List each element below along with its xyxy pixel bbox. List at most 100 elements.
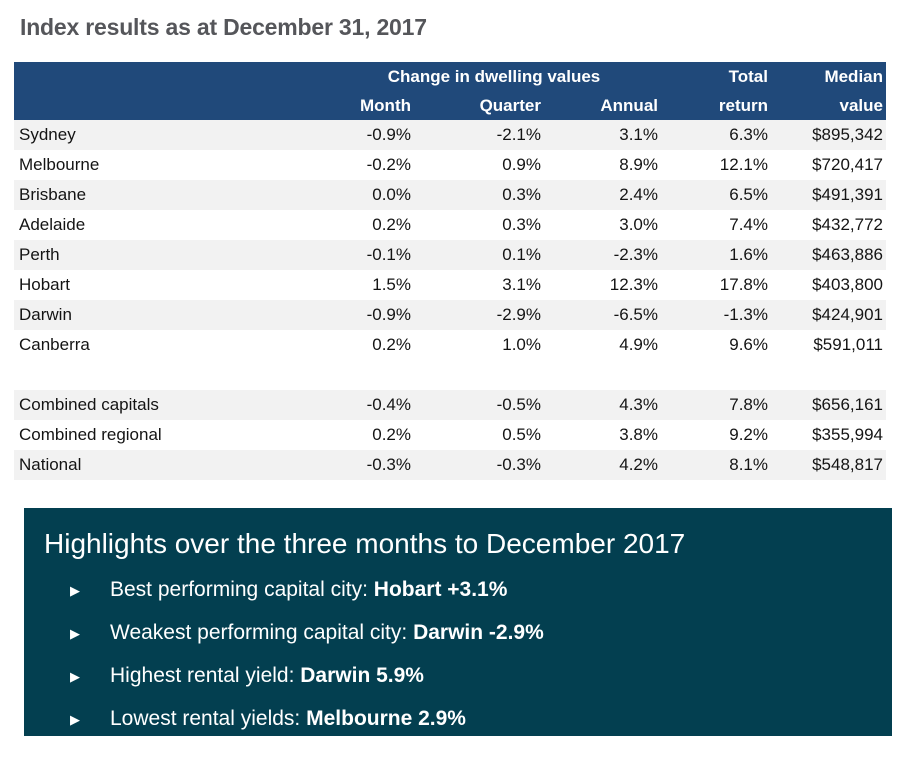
table-row: Hobart 1.5% 3.1% 12.3% 17.8% $403,800 xyxy=(14,270,886,300)
median-value-cell: $355,994 xyxy=(812,425,883,444)
median-value-cell: $463,886 xyxy=(812,245,883,264)
median-value-cell: $424,901 xyxy=(812,305,883,324)
month-cell: -0.2% xyxy=(366,155,411,174)
table-row: Combined capitals -0.4% -0.5% 4.3% 7.8% $656,… xyxy=(14,390,886,420)
results-table: Change in dwelling values Total Median M… xyxy=(14,62,886,480)
table-row: National -0.3% -0.3% 4.2% 8.1% $548,817 xyxy=(14,450,886,480)
quarter-cell: 0.5% xyxy=(502,425,541,444)
table-row: Canberra 0.2% 1.0% 4.9% 9.6% $591,011 xyxy=(14,330,886,360)
highlight-item: ▶ Highest rental yield: Darwin 5.9% xyxy=(44,663,868,689)
month-cell: 1.5% xyxy=(372,275,411,294)
col-header-month: Month xyxy=(344,92,414,120)
median-value-cell: $491,391 xyxy=(812,185,883,204)
highlights-list: ▶ Best performing capital city: Hobart +3… xyxy=(44,577,868,732)
city-name-cell: Hobart xyxy=(19,275,71,294)
median-value-cell: $591,011 xyxy=(813,335,883,354)
annual-cell: 4.9% xyxy=(619,335,658,354)
spacer-row xyxy=(14,360,886,390)
annual-cell: -6.5% xyxy=(613,305,658,324)
city-name-cell: Darwin xyxy=(19,305,72,324)
median-value-cell: $656,161 xyxy=(812,395,883,414)
highlight-value: Darwin -2.9% xyxy=(413,621,544,644)
median-value-cell: $895,342 xyxy=(812,125,883,144)
highlight-item: ▶ Weakest performing capital city: Darwin… xyxy=(44,620,868,646)
quarter-cell: 1.0% xyxy=(502,335,541,354)
col-header-median: Median xyxy=(771,62,886,92)
quarter-cell: 0.3% xyxy=(502,215,541,234)
col-header-value: value xyxy=(771,92,886,120)
highlight-value: Hobart +3.1% xyxy=(373,578,508,601)
city-name-cell: National xyxy=(19,455,82,474)
header-row-1: Change in dwelling values Total Median xyxy=(14,62,886,92)
median-value-cell: $548,817 xyxy=(812,455,883,474)
page-title: Index results as at December 31, 2017 xyxy=(20,14,427,40)
col-header-total: Total xyxy=(661,62,771,92)
median-value-cell: $432,772 xyxy=(812,215,883,234)
table-body: Sydney -0.9% -2.1% 3.1% 6.3% $895,342 Melbourn… xyxy=(14,120,886,480)
highlight-label: Weakest performing capital city: xyxy=(110,621,414,644)
city-name-cell: Perth xyxy=(19,245,60,264)
total-return-cell: 17.8% xyxy=(719,275,768,294)
quarter-cell: -2.1% xyxy=(496,125,541,144)
month-cell: 0.2% xyxy=(372,215,411,234)
median-value-cell: $720,417 xyxy=(812,155,883,174)
month-cell: -0.9% xyxy=(366,125,411,144)
col-header-annual: Annual xyxy=(544,92,661,120)
quarter-cell: 0.3% xyxy=(502,185,541,204)
total-return-cell: 9.2% xyxy=(729,425,768,444)
total-return-cell: 12.1% xyxy=(719,155,768,174)
highlight-label: Lowest rental yields: xyxy=(110,707,307,730)
table-row: Brisbane 0.0% 0.3% 2.4% 6.5% $491,391 xyxy=(14,180,886,210)
annual-cell: 3.1% xyxy=(619,125,658,144)
city-column-header-blank xyxy=(14,62,344,92)
total-return-cell: 9.6% xyxy=(729,335,768,354)
city-name-cell: Adelaide xyxy=(19,215,86,234)
highlights-panel: Highlights over the three months to Dece… xyxy=(24,508,892,736)
highlights-title: Highlights over the three months to Dece… xyxy=(44,528,686,559)
annual-cell: -2.3% xyxy=(613,245,658,264)
annual-cell: 2.4% xyxy=(619,185,658,204)
group-header-change-in-dwelling-values: Change in dwelling values xyxy=(344,62,661,92)
highlight-label: Best performing capital city: xyxy=(110,578,374,601)
median-value-cell: $403,800 xyxy=(812,275,883,294)
col-header-quarter: Quarter xyxy=(414,92,544,120)
total-return-cell: 8.1% xyxy=(729,455,768,474)
triangle-right-bullet-icon: ▶ xyxy=(70,583,80,598)
month-cell: -0.1% xyxy=(366,245,411,264)
month-cell: 0.2% xyxy=(372,335,411,354)
highlight-label: Highest rental yield: xyxy=(110,664,301,687)
spacer-cell xyxy=(14,360,886,390)
triangle-right-bullet-icon: ▶ xyxy=(70,669,80,684)
triangle-right-bullet-icon: ▶ xyxy=(70,626,80,641)
table-row: Combined regional 0.2% 0.5% 3.8% 9.2% $355,99… xyxy=(14,420,886,450)
annual-cell: 12.3% xyxy=(609,275,658,294)
total-return-cell: 7.4% xyxy=(729,215,768,234)
quarter-cell: -0.5% xyxy=(496,395,541,414)
city-name-cell: Combined regional xyxy=(19,425,162,444)
city-name-cell: Canberra xyxy=(19,335,90,354)
city-name-cell: Melbourne xyxy=(19,155,100,174)
table-row: Perth -0.1% 0.1% -2.3% 1.6% $463,886 xyxy=(14,240,886,270)
highlight-item: ▶ Lowest rental yields: Melbourne 2.9% xyxy=(44,706,868,732)
annual-cell: 4.2% xyxy=(619,455,658,474)
annual-cell: 8.9% xyxy=(619,155,658,174)
highlight-value: Melbourne 2.9% xyxy=(306,707,466,730)
total-return-cell: 7.8% xyxy=(729,395,768,414)
col-header-return: return xyxy=(661,92,771,120)
triangle-right-bullet-icon: ▶ xyxy=(70,712,80,727)
total-return-cell: 1.6% xyxy=(729,245,768,264)
quarter-cell: -2.9% xyxy=(496,305,541,324)
table-row: Darwin -0.9% -2.9% -6.5% -1.3% $424,901 xyxy=(14,300,886,330)
month-cell: -0.9% xyxy=(366,305,411,324)
highlight-item: ▶ Best performing capital city: Hobart +3… xyxy=(44,577,868,603)
table-row: Sydney -0.9% -2.1% 3.1% 6.3% $895,342 xyxy=(14,120,886,150)
city-name-cell: Sydney xyxy=(19,125,76,144)
month-cell: 0.2% xyxy=(372,425,411,444)
total-return-cell: 6.5% xyxy=(729,185,768,204)
table-row: Adelaide 0.2% 0.3% 3.0% 7.4% $432,772 xyxy=(14,210,886,240)
annual-cell: 3.0% xyxy=(619,215,658,234)
table-header: Change in dwelling values Total Median M… xyxy=(14,62,886,120)
month-cell: -0.4% xyxy=(366,395,411,414)
quarter-cell: 0.1% xyxy=(502,245,541,264)
